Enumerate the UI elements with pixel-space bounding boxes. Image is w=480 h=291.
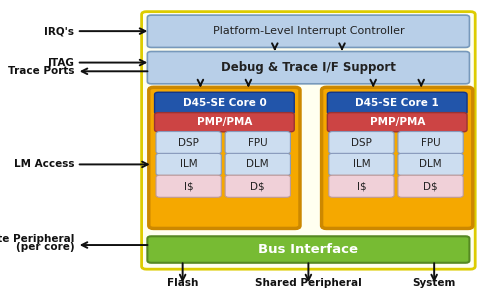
FancyBboxPatch shape (329, 175, 394, 197)
FancyBboxPatch shape (156, 153, 221, 175)
FancyBboxPatch shape (327, 92, 467, 114)
Text: Flash: Flash (167, 278, 198, 288)
Text: (per core): (per core) (16, 242, 74, 252)
FancyBboxPatch shape (147, 15, 469, 47)
FancyBboxPatch shape (225, 175, 290, 197)
FancyBboxPatch shape (327, 113, 467, 132)
FancyBboxPatch shape (398, 175, 463, 197)
FancyBboxPatch shape (147, 52, 469, 84)
Text: I$: I$ (184, 181, 193, 191)
Text: System: System (412, 278, 456, 288)
FancyBboxPatch shape (225, 132, 290, 154)
Text: IRQ's: IRQ's (45, 26, 74, 36)
Text: D$: D$ (251, 181, 265, 191)
Text: PMP/PMA: PMP/PMA (370, 117, 425, 127)
FancyBboxPatch shape (398, 132, 463, 154)
FancyBboxPatch shape (329, 132, 394, 154)
FancyBboxPatch shape (225, 153, 290, 175)
Text: Shared Peripheral: Shared Peripheral (255, 278, 362, 288)
FancyBboxPatch shape (149, 87, 300, 228)
Text: I$: I$ (357, 181, 366, 191)
Text: ILM: ILM (353, 159, 370, 169)
Text: JTAG: JTAG (48, 58, 74, 68)
Text: LM Access: LM Access (14, 159, 74, 169)
Text: FPU: FPU (248, 138, 267, 148)
FancyBboxPatch shape (155, 92, 294, 114)
Text: FPU: FPU (421, 138, 440, 148)
FancyBboxPatch shape (398, 153, 463, 175)
Text: DSP: DSP (351, 138, 372, 148)
Text: ILM: ILM (180, 159, 197, 169)
FancyBboxPatch shape (322, 87, 473, 228)
Text: D45-SE Core 1: D45-SE Core 1 (355, 98, 439, 108)
FancyBboxPatch shape (147, 236, 469, 263)
FancyBboxPatch shape (142, 12, 475, 269)
Text: DSP: DSP (178, 138, 199, 148)
Text: Trace Ports: Trace Ports (8, 66, 74, 76)
Text: PMP/PMA: PMP/PMA (197, 117, 252, 127)
Text: D45-SE Core 0: D45-SE Core 0 (182, 98, 266, 108)
FancyBboxPatch shape (329, 153, 394, 175)
Text: DLM: DLM (419, 159, 442, 169)
FancyBboxPatch shape (156, 132, 221, 154)
Text: Bus Interface: Bus Interface (258, 243, 359, 256)
Text: Private Peripheral: Private Peripheral (0, 234, 74, 244)
Text: Platform-Level Interrupt Controller: Platform-Level Interrupt Controller (213, 26, 404, 36)
FancyBboxPatch shape (156, 175, 221, 197)
Text: D$: D$ (423, 181, 438, 191)
FancyBboxPatch shape (155, 113, 294, 132)
Text: Debug & Trace I/F Support: Debug & Trace I/F Support (221, 61, 396, 74)
Text: DLM: DLM (246, 159, 269, 169)
